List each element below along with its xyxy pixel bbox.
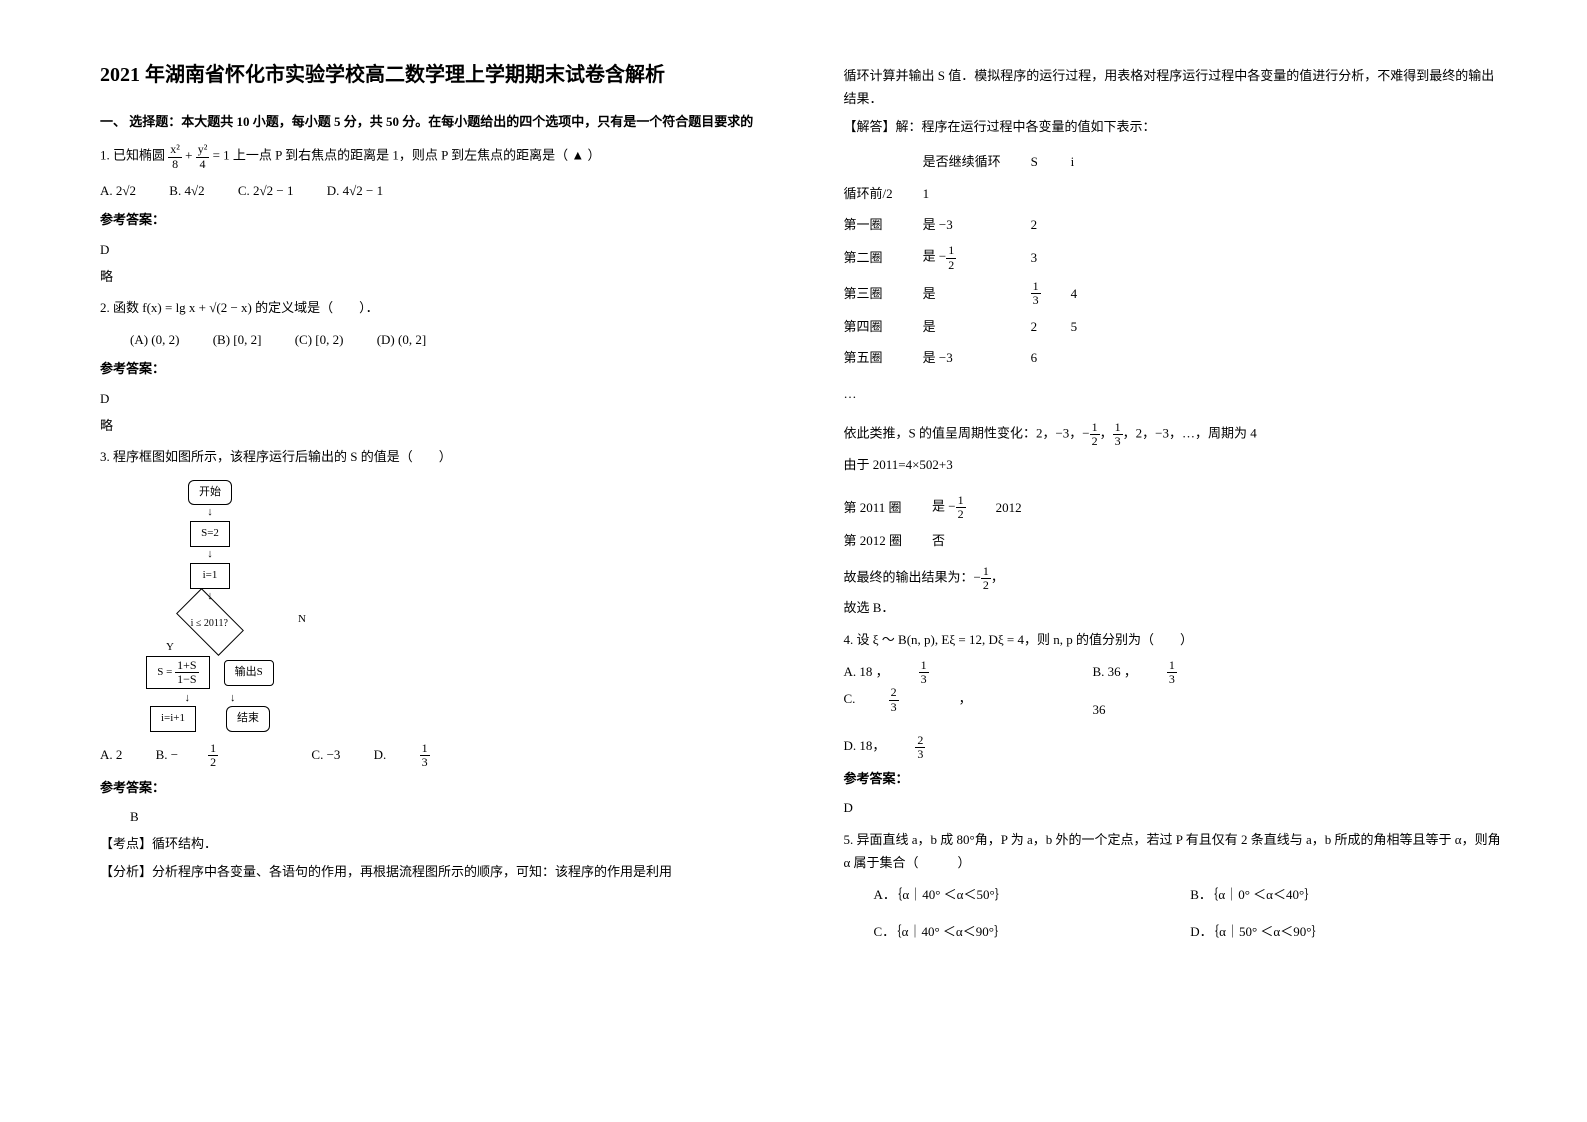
doc-title: 2021 年湖南省怀化市实验学校高二数学理上学期期末试卷含解析	[100, 60, 764, 90]
q3-answer-label: 参考答案：	[100, 776, 764, 799]
question-3: 3. 程序框图如图所示，该程序运行后输出的 S 的值是（ ）	[100, 445, 764, 468]
q3-opt-c: C. −3	[311, 747, 340, 762]
trace-row-2012: 第 2012 圈 否	[844, 525, 1052, 556]
th-s: S	[1031, 146, 1071, 177]
flowchart: 开始 ↓ S=2 ↓ i=1 ↓ i ≤ 2011? N Y S = 1+S 1…	[120, 479, 300, 733]
q1-solution: 略	[100, 265, 764, 288]
q3-opt-b: B. −12	[156, 747, 282, 762]
fc-start: 开始	[188, 480, 232, 506]
q4-opt-d: D. 18，23	[844, 734, 1063, 761]
q3-opt-a: A. 2	[100, 747, 122, 762]
q4-opt-a: A. 18 ，13	[844, 659, 1063, 686]
q4-opt-c: C. 23，	[844, 686, 1063, 721]
th-i: i	[1071, 146, 1108, 177]
question-2: 2. 函数 f(x) = lg x + √(2 − x) 的定义域是（ ）．	[100, 296, 764, 319]
fc-i-init: i=1	[190, 563, 230, 589]
question-4: 4. 设 ξ ～ B(n, p), Eξ = 12, Dξ = 4，则 n, p…	[844, 628, 1508, 651]
q3-opt-d: D. 13	[374, 747, 490, 762]
trace-row-5: 第五圈 是 −3 6	[844, 342, 1108, 373]
q4-answer-label: 参考答案：	[844, 767, 1508, 790]
trace-row-2: 第二圈 是 −12 3	[844, 240, 1108, 275]
q2-opt-c: (C) [0, 2)	[295, 332, 344, 347]
q5-opt-a: A．｛α｜40° ＜α＜50°｝	[874, 883, 1161, 906]
q3-options: A. 2 B. −12 C. −3 D. 13	[100, 742, 764, 769]
q5-opt-c: C．｛α｜40° ＜α＜90°｝	[874, 920, 1161, 943]
q1-opt-a: A. 2√2	[100, 183, 136, 198]
q4-opt-c-36: 36	[1092, 698, 1311, 721]
q1-answer-label: 参考答案：	[100, 208, 764, 231]
final-line: 故最终的输出结果为：−12，	[844, 565, 1508, 592]
q1-opt-d: D. 4√2 − 1	[327, 183, 383, 198]
trace-table: 是否继续循环 S i 循环前/2 1 第一圈 是 −3 2 第二圈 是 −12 …	[844, 146, 1108, 374]
q4-options: A. 18 ，13 B. 36 ，13 C. 23， 36 D. 18，23	[844, 659, 1508, 761]
trace-row-1: 第一圈 是 −3 2	[844, 209, 1108, 240]
fc-no-label: N	[298, 610, 306, 630]
trace-row-3: 第三圈 是 13 4	[844, 276, 1108, 311]
q4-opt-b: B. 36 ，13	[1092, 659, 1311, 686]
q2-answer: D	[100, 387, 764, 410]
q3-cont: 循环计算并输出 S 值．模拟程序的运行过程，用表格对程序运行过程中各变量的值进行…	[844, 64, 1508, 111]
q1-frac2: y² 4	[196, 143, 210, 170]
q1-opt-c: C. 2√2 − 1	[238, 183, 294, 198]
q3-jieda: 【解答】解：程序在运行过程中各变量的值如下表示：	[844, 115, 1508, 138]
q1-stem-post: 上一点 P 到右焦点的距离是 1，则点 P 到左焦点的距离是（ ▲ ）	[233, 148, 601, 163]
q1-stem-pre: 1. 已知椭圆	[100, 148, 168, 163]
q2-solution: 略	[100, 414, 764, 437]
q2-answer-label: 参考答案：	[100, 357, 764, 380]
q1-options: A. 2√2 B. 4√2 C. 2√2 − 1 D. 4√2 − 1	[100, 179, 764, 202]
q1-frac1: x² 8	[168, 143, 182, 170]
trace-dots: …	[844, 382, 1508, 405]
since-line: 由于 2011=4×502+3	[844, 453, 1508, 476]
fc-s-init: S=2	[190, 521, 230, 547]
section-heading: 一、 选择题：本大题共 10 小题，每小题 5 分，共 50 分。在每小题给出的…	[100, 110, 764, 133]
trace-row-0: 循环前/2 1	[844, 178, 1108, 209]
question-1: 1. 已知椭圆 x² 8 + y² 4 = 1 上一点 P 到右焦点的距离是 1…	[100, 143, 764, 170]
trace-row-4: 第四圈 是 2 5	[844, 311, 1108, 342]
fc-assign: S = 1+S 1−S	[146, 656, 209, 689]
q3-answer: B	[130, 805, 764, 828]
q5-opt-b: B．｛α｜0° ＜α＜40°｝	[1190, 883, 1477, 906]
trace-row-2011: 第 2011 圈 是 −12 2012	[844, 490, 1052, 525]
q2-options: (A) (0, 2) (B) [0, 2] (C) [0, 2) (D) (0,…	[130, 328, 764, 351]
q3-kaodian: 【考点】循环结构．	[100, 832, 764, 855]
q2-opt-a: (A) (0, 2)	[130, 332, 179, 347]
q2-opt-b: (B) [0, 2]	[213, 332, 262, 347]
q1-opt-b: B. 4√2	[169, 183, 204, 198]
left-column: 2021 年湖南省怀化市实验学校高二数学理上学期期末试卷含解析 一、 选择题：本…	[100, 60, 764, 1082]
th-cont: 是否继续循环	[923, 146, 1031, 177]
trace-table-2: 第 2011 圈 是 −12 2012 第 2012 圈 否	[844, 490, 1052, 557]
q3-fenxi: 【分析】分析程序中各变量、各语句的作用，再根据流程图所示的顺序，可知：该程序的作…	[100, 860, 764, 883]
fc-end: 结束	[226, 706, 270, 732]
q1-answer: D	[100, 238, 764, 261]
q5-options-row1: A．｛α｜40° ＜α＜50°｝ B．｛α｜0° ＜α＜40°｝	[874, 883, 1508, 906]
right-column: 循环计算并输出 S 值．模拟程序的运行过程，用表格对程序运行过程中各变量的值进行…	[844, 60, 1508, 1082]
period-line: 依此类推，S 的值呈周期性变化：2，−3，−12，13，2，−3，…，周期为 4	[844, 421, 1508, 448]
q2-opt-d: (D) (0, 2]	[377, 332, 426, 347]
q4-answer: D	[844, 796, 1508, 819]
fc-output: 输出S	[224, 660, 274, 686]
q5-opt-d: D．｛α｜50° ＜α＜90°｝	[1190, 920, 1477, 943]
fc-inc: i=i+1	[150, 706, 196, 732]
q5-options-row2: C．｛α｜40° ＜α＜90°｝ D．｛α｜50° ＜α＜90°｝	[874, 920, 1508, 943]
so-line: 故选 B．	[844, 596, 1508, 619]
question-5: 5. 异面直线 a，b 成 80°角，P 为 a，b 外的一个定点，若过 P 有…	[844, 828, 1508, 875]
